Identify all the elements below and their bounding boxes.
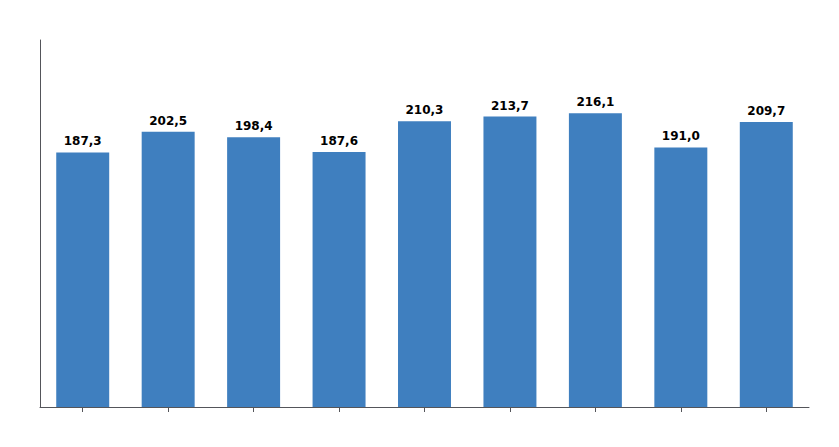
svg-text:213,7: 213,7	[491, 99, 529, 113]
svg-text:187,3: 187,3	[64, 134, 102, 148]
svg-text:202,5: 202,5	[149, 114, 187, 128]
svg-text:187,6: 187,6	[320, 134, 358, 148]
svg-text:210,3: 210,3	[406, 103, 444, 117]
svg-text:216,1: 216,1	[576, 95, 614, 109]
svg-text:191,0: 191,0	[662, 129, 700, 143]
svg-text:198,4: 198,4	[235, 119, 273, 133]
svg-text:209,7: 209,7	[747, 104, 785, 118]
